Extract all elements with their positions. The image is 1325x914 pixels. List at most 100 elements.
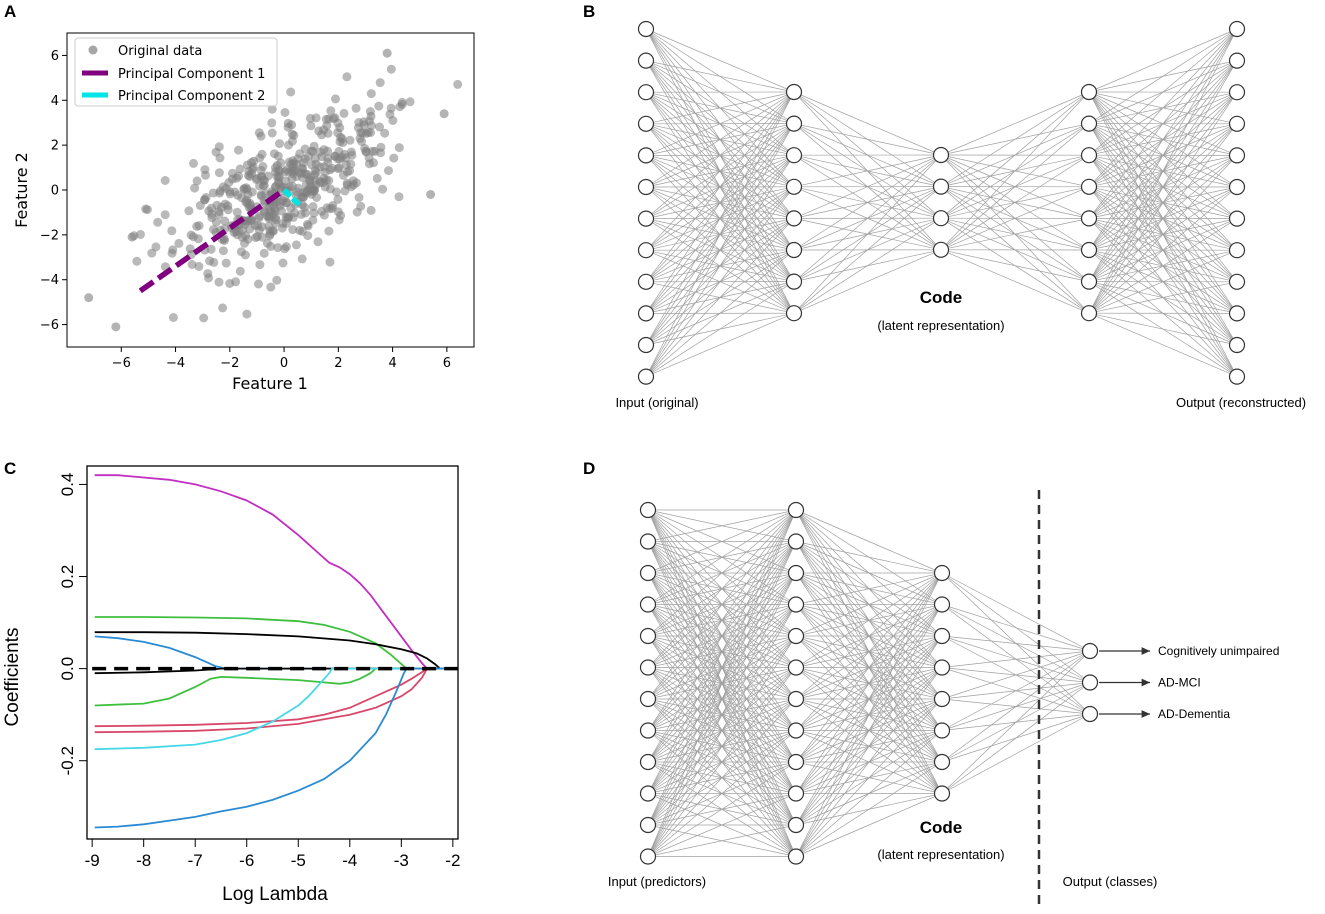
classifier-edge — [647, 761, 797, 857]
autoencoder-node-layer-0 — [637, 52, 655, 69]
autoencoder-edge — [645, 91, 795, 314]
data-point — [311, 167, 321, 177]
x-tick-label: 0 — [280, 356, 288, 371]
autoencoder-edge — [940, 91, 1090, 219]
classifier-edge — [795, 793, 943, 857]
data-point — [337, 134, 347, 144]
data-point — [375, 122, 384, 132]
data-point — [323, 146, 332, 156]
data-point — [214, 277, 224, 287]
autoencoder-node-layer-4 — [1228, 273, 1246, 290]
classifier-edge — [647, 572, 797, 857]
data-point — [275, 139, 284, 149]
data-point — [267, 207, 277, 217]
data-point — [353, 123, 363, 133]
autoencoder-edge — [645, 60, 795, 93]
autoencoder-diagram: Code (latent representation) Input (orig… — [615, 20, 1306, 410]
autoencoder-edge — [940, 154, 1090, 251]
classifier-edge — [795, 572, 943, 605]
classifier-edge — [795, 572, 943, 794]
data-point — [218, 246, 228, 256]
data-point — [84, 293, 94, 303]
data-point — [132, 256, 142, 266]
autoencoder-edge — [645, 123, 795, 377]
autoencoder-node-layer-4 — [1228, 178, 1246, 196]
data-point — [223, 201, 233, 211]
data-point — [300, 144, 310, 154]
data-point — [366, 205, 376, 215]
coefficient-path-magenta — [94, 474, 453, 670]
data-point — [232, 207, 242, 217]
classifier-edge — [941, 650, 1091, 700]
code-subtitle-d: (latent representation) — [877, 847, 1004, 862]
autoencoder-edge — [793, 154, 942, 251]
classifier-edge — [941, 572, 1091, 652]
principal-components — [138, 187, 303, 294]
data-point — [247, 158, 256, 168]
data-point — [267, 128, 277, 138]
coefficient-paths — [92, 474, 458, 829]
x-axis-ticks: −6 −4 −2 0 2 4 6 — [112, 347, 451, 371]
classifier-node-layer-2 — [933, 690, 951, 708]
autoencoder-node-layer-4 — [1228, 147, 1246, 164]
autoencoder-node-layer-3 — [1080, 178, 1098, 195]
data-point — [254, 279, 263, 289]
classifier-edge — [795, 730, 943, 857]
data-point — [311, 113, 321, 123]
x-tick-label: −6 — [112, 356, 131, 371]
data-point — [168, 313, 178, 322]
autoencoder-node-layer-3 — [1080, 273, 1098, 290]
lasso-path-chart: -9 -8 -7 -6 -5 -4 -3 -2 -0.2 0.0 0.2 0.4 Log Lambd… — [2, 465, 460, 905]
autoencoder-node-layer-0 — [637, 273, 655, 290]
classifier-edge — [647, 509, 797, 763]
autoencoder-edge — [1088, 28, 1238, 251]
y-tick-label: −4 — [40, 273, 59, 288]
autoencoder-edge — [645, 91, 795, 125]
x-tick-label-c: -2 — [445, 851, 460, 870]
data-point — [203, 269, 213, 279]
y-tick-label: 4 — [51, 94, 59, 109]
x-tick-label-c: -7 — [188, 851, 203, 870]
code-title-d: Code — [920, 818, 963, 837]
data-point — [363, 127, 373, 137]
classifier-edge — [647, 793, 797, 857]
data-point — [308, 202, 318, 211]
data-point — [220, 216, 230, 226]
data-point — [174, 238, 184, 248]
pc2-line — [282, 188, 303, 208]
autoencoder-edge — [645, 91, 795, 188]
autoencoder-node-layer-1 — [785, 147, 803, 164]
data-point — [214, 168, 224, 178]
data-point — [375, 78, 385, 88]
data-point — [386, 64, 396, 74]
data-point — [325, 184, 335, 194]
x-tick-label: −2 — [220, 356, 239, 371]
data-point — [184, 206, 194, 216]
classifier-node-layer-1 — [787, 722, 805, 739]
autoencoder-edge — [1088, 60, 1238, 314]
legend-label-original: Original data — [118, 44, 202, 59]
data-point — [280, 108, 290, 117]
autoencoder-node-layer-2 — [932, 178, 950, 195]
classifier-edge — [795, 572, 943, 857]
classifier-node-layer-0 — [639, 627, 657, 645]
autoencoder-node-layer-3 — [1080, 147, 1098, 164]
autoencoder-node-layer-1 — [785, 305, 803, 322]
coefficient-path-black — [94, 631, 453, 670]
x-tick-label-c: -6 — [239, 851, 254, 870]
autoencoder-node-layer-3 — [1080, 241, 1098, 259]
data-point — [268, 226, 278, 236]
data-point — [273, 243, 283, 253]
classifier-edge — [647, 667, 797, 857]
autoencoder-edge — [645, 186, 795, 377]
data-point — [317, 130, 327, 140]
y-tick-label-c: 0.2 — [58, 565, 77, 589]
coefficient-path-green-bottom — [94, 667, 453, 707]
data-point — [167, 226, 177, 236]
autoencoder-edge — [1088, 28, 1238, 124]
autoencoder-node-layer-0 — [637, 210, 655, 227]
data-point — [287, 129, 297, 139]
autoencoder-node-layer-4 — [1228, 242, 1246, 259]
autoencoder-edge — [645, 28, 795, 93]
